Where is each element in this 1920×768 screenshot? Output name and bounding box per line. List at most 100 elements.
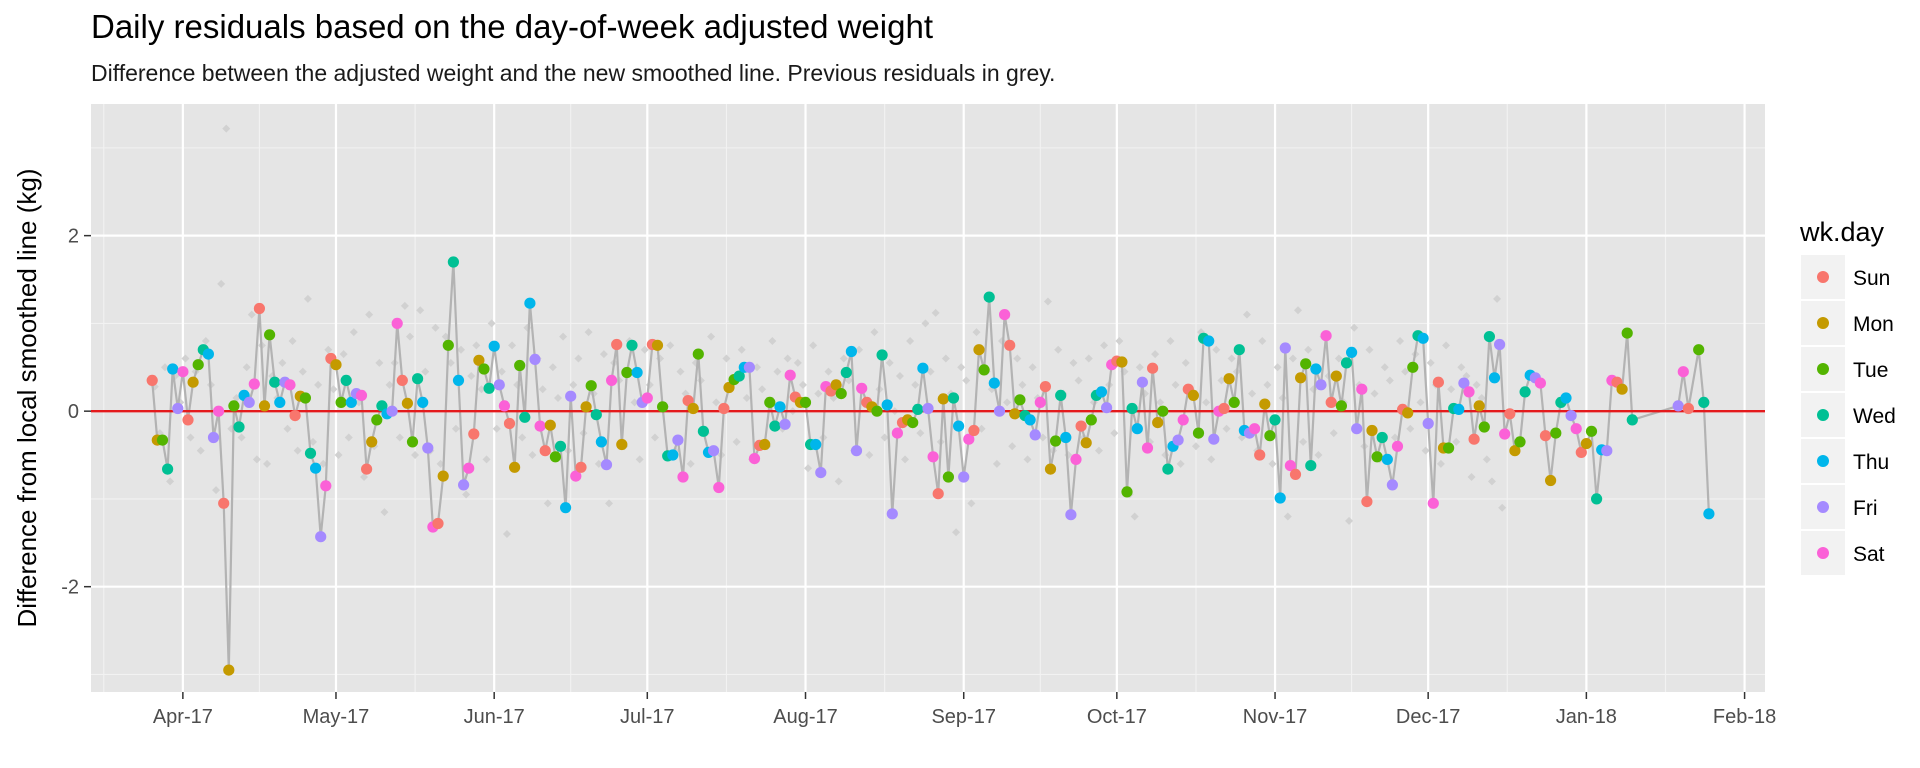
residual-point-sun	[968, 424, 980, 437]
residual-point-tue	[835, 388, 847, 400]
residual-point-wed	[626, 339, 638, 351]
residual-point-sun	[503, 417, 516, 430]
previous-residual-point	[722, 354, 731, 363]
residual-point-tue	[1550, 427, 1562, 439]
x-tick-label: Sep-17	[931, 706, 996, 728]
residual-point-tue	[228, 400, 240, 412]
previous-residual-point	[1227, 354, 1236, 363]
residual-point-mon	[401, 397, 413, 409]
previous-residual-point	[431, 323, 440, 332]
residual-point-sat	[391, 317, 403, 329]
residual-point-sun	[468, 428, 480, 440]
previous-residual-point	[217, 279, 226, 288]
previous-residual-point	[303, 294, 312, 303]
previous-residual-point	[181, 354, 190, 363]
residual-point-fri	[1029, 429, 1041, 441]
residual-point-wed	[304, 447, 317, 459]
previous-residual-point	[1217, 376, 1226, 385]
y-tick-label: 2	[68, 226, 79, 248]
y-tick-label: 0	[68, 401, 79, 423]
residual-point-tue	[299, 392, 311, 404]
residual-point-tue	[1478, 421, 1490, 433]
previous-residual-point	[472, 341, 481, 350]
residual-point-fri	[886, 508, 898, 520]
legend: wk.day Sun Mon Tue Wed Thu Fri Sat	[1799, 217, 1896, 575]
previous-residual-point	[1008, 442, 1017, 451]
previous-residual-point	[380, 508, 389, 517]
previous-residual-point	[1003, 398, 1012, 407]
previous-residual-point	[1156, 398, 1165, 407]
residual-point-tue	[1693, 344, 1705, 356]
x-tick-label: Aug-17	[773, 706, 838, 728]
residual-point-mon	[437, 470, 449, 482]
previous-residual-point	[421, 367, 430, 376]
residual-point-sun	[539, 445, 551, 457]
previous-residual-point	[1401, 367, 1410, 376]
previous-residual-point	[1314, 451, 1323, 460]
previous-residual-point	[1482, 455, 1491, 464]
residual-point-mon	[1509, 445, 1521, 457]
previous-residual-point	[1273, 363, 1282, 372]
x-tick-label: Oct-17	[1087, 706, 1147, 728]
residual-point-sun	[1468, 433, 1480, 445]
previous-residual-point	[804, 464, 813, 473]
residual-point-fri	[458, 479, 470, 491]
residual-point-tue	[657, 401, 669, 413]
y-axis-title: Difference from local smoothed line (kg)	[12, 168, 42, 627]
previous-residual-point	[559, 332, 568, 341]
residual-point-sun	[289, 410, 301, 422]
residual-point-wed	[912, 403, 924, 415]
residual-point-thu	[1131, 423, 1143, 435]
previous-residual-point	[901, 455, 910, 464]
previous-residual-point	[497, 367, 506, 376]
previous-residual-point	[992, 459, 1001, 468]
previous-residual-point	[283, 424, 292, 433]
previous-residual-point	[732, 437, 741, 446]
previous-residual-point	[758, 385, 767, 394]
previous-residual-point	[814, 389, 823, 398]
residual-point-mon	[1009, 408, 1021, 420]
residual-point-sun	[1075, 420, 1087, 432]
residual-points	[146, 256, 1715, 676]
previous-residual-point	[477, 385, 486, 394]
residual-point-wed	[1519, 386, 1531, 398]
residual-point-sat	[927, 451, 939, 463]
previous-residual-point	[1288, 354, 1297, 363]
previous-residual-point	[385, 380, 394, 389]
previous-residual-point	[446, 358, 455, 367]
previous-residual-point	[870, 328, 879, 337]
residual-point-fri	[743, 361, 756, 373]
residual-point-thu	[881, 399, 893, 411]
previous-residual-point	[977, 424, 986, 433]
residual-point-fri	[600, 459, 613, 471]
residual-point-sun	[718, 402, 730, 415]
previous-residual-point	[278, 358, 287, 367]
previous-residual-point	[482, 455, 491, 464]
residual-point-wed	[1591, 493, 1603, 505]
previous-residual-point	[288, 336, 297, 345]
residual-point-wed	[162, 463, 174, 475]
residual-point-tue	[799, 396, 812, 408]
previous-residual-point	[962, 376, 971, 385]
previous-residual-point	[599, 350, 608, 359]
previous-residual-point	[201, 336, 210, 345]
previous-residual-point	[1181, 358, 1190, 367]
residual-point-thu	[917, 362, 929, 374]
x-tick-label: Jul-17	[620, 706, 674, 728]
residual-point-wed	[1698, 396, 1710, 408]
previous-residual-point	[1176, 459, 1185, 468]
residual-point-sat	[748, 453, 761, 465]
legend-label-sat: Sat	[1853, 543, 1885, 566]
residual-point-tue	[442, 339, 454, 351]
previous-residual-point	[508, 341, 517, 350]
legend-label-fri: Fri	[1853, 497, 1878, 520]
residual-point-fri	[1458, 377, 1470, 389]
residual-point-sat	[856, 382, 868, 394]
previous-residual-point	[1222, 424, 1231, 433]
legend-label-thu: Thu	[1853, 451, 1889, 474]
residual-point-thu	[202, 348, 214, 360]
previous-residual-point	[855, 345, 864, 354]
previous-residual-point	[1457, 363, 1466, 372]
residual-point-tue	[192, 359, 204, 371]
residual-point-thu	[953, 420, 965, 432]
